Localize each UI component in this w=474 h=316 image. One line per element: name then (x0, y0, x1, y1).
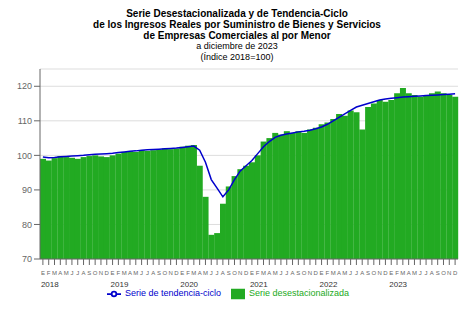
svg-text:A: A (267, 270, 271, 276)
svg-text:2022: 2022 (320, 280, 338, 289)
svg-text:J: J (285, 270, 288, 276)
svg-text:E: E (41, 270, 45, 276)
svg-text:F: F (47, 270, 51, 276)
svg-text:N: N (308, 270, 312, 276)
svg-text:J: J (355, 270, 358, 276)
svg-text:O: O (441, 270, 446, 276)
svg-text:J: J (76, 270, 79, 276)
svg-text:N: N (238, 270, 242, 276)
svg-text:2023: 2023 (389, 280, 407, 289)
svg-text:F: F (186, 270, 190, 276)
svg-text:80: 80 (22, 220, 32, 230)
svg-text:M: M (400, 270, 405, 276)
svg-text:E: E (250, 270, 254, 276)
svg-text:A: A (221, 270, 225, 276)
svg-text:N: N (447, 270, 451, 276)
svg-text:A: A (360, 270, 364, 276)
html-text:de los Ingresos Reales por Sum: de los Ingresos Reales por Suministro de… (93, 19, 381, 30)
svg-text:2018: 2018 (41, 280, 59, 289)
svg-text:S: S (227, 270, 231, 276)
svg-text:D: D (453, 270, 458, 276)
svg-text:D: D (244, 270, 249, 276)
svg-text:A: A (291, 270, 295, 276)
svg-text:O: O (232, 270, 237, 276)
svg-text:A: A (337, 270, 341, 276)
svg-text:70: 70 (22, 254, 32, 264)
svg-text:A: A (82, 270, 86, 276)
svg-text:D: D (174, 270, 179, 276)
svg-text:M: M (412, 270, 417, 276)
html-text:a diciembre de 2023: a diciembre de 2023 (196, 41, 278, 51)
svg-text:D: D (314, 270, 319, 276)
svg-text:2021: 2021 (250, 280, 268, 289)
svg-text:E: E (389, 270, 393, 276)
svg-text:O: O (302, 270, 307, 276)
svg-text:S: S (87, 270, 91, 276)
svg-text:A: A (198, 270, 202, 276)
svg-text:F: F (395, 270, 399, 276)
svg-text:E: E (180, 270, 184, 276)
svg-text:J: J (210, 270, 213, 276)
svg-text:M: M (191, 270, 196, 276)
svg-text:M: M (261, 270, 266, 276)
svg-text:100: 100 (17, 151, 32, 161)
svg-text:M: M (203, 270, 208, 276)
svg-text:N: N (377, 270, 381, 276)
svg-text:120: 120 (17, 81, 32, 91)
svg-text:N: N (168, 270, 172, 276)
svg-text:O: O (371, 270, 376, 276)
html-text:de Empresas Comerciales al por: de Empresas Comerciales al por Menor (143, 30, 331, 41)
svg-text:S: S (436, 270, 440, 276)
svg-text:J: J (146, 270, 149, 276)
svg-text:F: F (117, 270, 121, 276)
svg-text:A: A (407, 270, 411, 276)
svg-text:J: J (279, 270, 282, 276)
svg-text:2020: 2020 (180, 280, 198, 289)
svg-text:O: O (162, 270, 167, 276)
svg-text:M: M (273, 270, 278, 276)
svg-text:S: S (296, 270, 300, 276)
svg-text:J: J (349, 270, 352, 276)
svg-text:A: A (151, 270, 155, 276)
html-text:Serie Desestacionalizada y de: Serie Desestacionalizada y de Tendencia-… (126, 8, 348, 19)
svg-text:A: A (430, 270, 434, 276)
svg-text:M: M (64, 270, 69, 276)
svg-text:D: D (105, 270, 110, 276)
svg-text:J: J (425, 270, 428, 276)
svg-text:S: S (157, 270, 161, 276)
svg-text:110: 110 (18, 116, 32, 126)
svg-text:M: M (122, 270, 127, 276)
svg-text:F: F (256, 270, 260, 276)
svg-text:M: M (52, 270, 57, 276)
svg-text:E: E (320, 270, 324, 276)
svg-text:M: M (331, 270, 336, 276)
svg-text:J: J (140, 270, 143, 276)
svg-text:A: A (128, 270, 132, 276)
svg-text:S: S (366, 270, 370, 276)
svg-text:F: F (326, 270, 330, 276)
html-text:(Índice 2018=100): (Índice 2018=100) (200, 52, 274, 62)
svg-text:E: E (111, 270, 115, 276)
svg-text:O: O (93, 270, 98, 276)
svg-text:J: J (70, 270, 73, 276)
svg-text:J: J (419, 270, 422, 276)
svg-text:90: 90 (22, 185, 32, 195)
svg-text:D: D (383, 270, 388, 276)
svg-text:2019: 2019 (111, 280, 129, 289)
svg-text:M: M (342, 270, 347, 276)
svg-text:J: J (216, 270, 219, 276)
html-text:Serie de tendencia-ciclo: Serie de tendencia-ciclo (124, 288, 221, 299)
svg-text:M: M (133, 270, 138, 276)
svg-text:N: N (99, 270, 103, 276)
html-text:Serie desestacionalizada: Serie desestacionalizada (249, 288, 350, 299)
svg-text:A: A (58, 270, 62, 276)
